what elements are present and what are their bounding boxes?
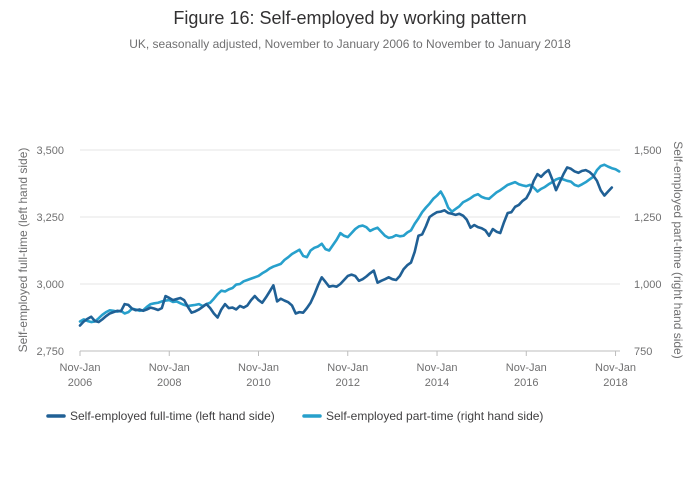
- y-right-tick-label: 750: [634, 346, 652, 358]
- chart-subtitle: UK, seasonally adjusted, November to Jan…: [129, 37, 571, 51]
- series-lines: [78, 163, 621, 327]
- y-left-axis-title: Self-employed full-time (left hand side): [16, 148, 30, 353]
- x-tick-labels: Nov-Jan 2006 Nov-Jan 2008 Nov-Jan 2010 Nov-Jan…: [60, 351, 636, 389]
- y-left-tick-label: 2,750: [36, 346, 64, 358]
- series-line-full-time: [78, 166, 614, 327]
- y-left-tick-labels: 2,750 3,000 3,250 3,500: [36, 145, 64, 358]
- x-tick-label: Nov-Jan 2010: [238, 362, 279, 389]
- y-right-tick-label: 1,000: [634, 279, 662, 291]
- y-right-axis-title: Self-employed part-time (right hand side…: [671, 141, 685, 358]
- y-right-tick-label: 1,500: [634, 145, 662, 157]
- x-tick-label: Nov-Jan 2012: [327, 362, 368, 389]
- gridlines: [80, 149, 620, 352]
- legend-label-part-time: Self-employed part-time (right hand side…: [326, 409, 543, 423]
- legend-label-full-time: Self-employed full-time (left hand side): [70, 409, 275, 423]
- x-tick-label: Nov-Jan 2016: [506, 362, 547, 389]
- chart-title: Figure 16: Self-employed by working patt…: [173, 8, 526, 28]
- x-tick-label: Nov-Jan 2014: [417, 362, 458, 389]
- series-line-part-time: [78, 163, 621, 324]
- x-tick-label: Nov-Jan 2006: [60, 362, 101, 389]
- x-tick-label: Nov-Jan 2008: [149, 362, 190, 389]
- legend: Self-employed full-time (left hand side)…: [46, 409, 543, 423]
- x-tick-label: Nov-Jan 2018: [595, 362, 636, 389]
- y-left-tick-label: 3,000: [36, 279, 64, 291]
- y-right-tick-labels: 750 1,000 1,250 1,500: [634, 145, 662, 358]
- y-left-tick-label: 3,500: [36, 145, 64, 157]
- y-right-tick-label: 1,250: [634, 212, 662, 224]
- y-left-tick-label: 3,250: [36, 212, 64, 224]
